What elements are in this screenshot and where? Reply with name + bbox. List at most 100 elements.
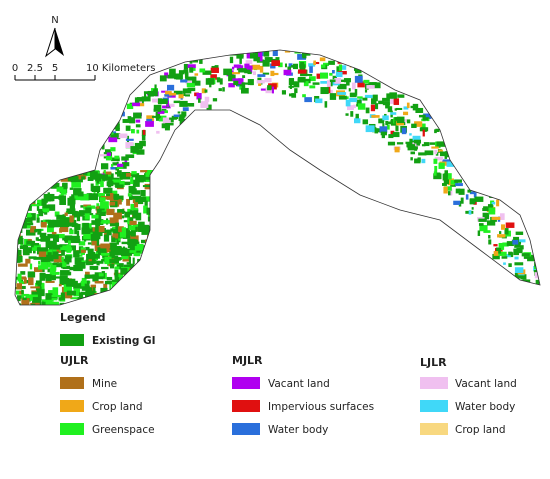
patch (110, 157, 120, 162)
patch (142, 287, 149, 296)
legend-label: Impervious surfaces (268, 401, 374, 413)
patch (414, 158, 421, 164)
patch (362, 97, 368, 101)
patch (82, 222, 89, 229)
patch (129, 220, 137, 225)
patch (115, 127, 120, 132)
patch (22, 250, 30, 256)
patch (389, 92, 397, 99)
patch (272, 50, 278, 57)
patch (34, 188, 39, 192)
patch (466, 172, 474, 176)
patch (110, 246, 116, 253)
patch (243, 82, 252, 85)
patch (129, 271, 136, 279)
patch (156, 245, 160, 251)
patch (96, 303, 101, 305)
patch (112, 162, 118, 166)
patch (37, 304, 46, 305)
patch (156, 275, 165, 279)
patch (25, 186, 28, 192)
patch (218, 88, 222, 92)
patch (104, 149, 112, 155)
patch (362, 63, 368, 68)
patch (131, 174, 137, 178)
patch (418, 114, 424, 118)
patch (456, 155, 460, 160)
patch (80, 291, 87, 295)
patch (130, 283, 139, 292)
patch (54, 172, 63, 175)
patch (40, 235, 51, 242)
patch (496, 199, 500, 207)
patch (216, 77, 221, 83)
patch (13, 305, 21, 311)
patch (236, 50, 242, 54)
patch (87, 176, 94, 181)
patch (210, 67, 219, 73)
patch (239, 58, 242, 64)
legend-label: Crop land (92, 401, 143, 413)
patch (512, 239, 519, 245)
patch (59, 277, 70, 286)
patch (126, 103, 134, 110)
patch (161, 123, 171, 129)
patch (130, 203, 136, 211)
patch (455, 188, 461, 194)
patch (73, 188, 82, 196)
patch (506, 241, 514, 247)
patch (37, 307, 42, 312)
patch (95, 224, 101, 232)
patch (87, 242, 93, 245)
patch (112, 237, 115, 242)
patch (329, 79, 336, 83)
patch (442, 159, 451, 164)
patch (406, 144, 416, 148)
patch (15, 195, 19, 201)
patch (123, 298, 127, 301)
patch (51, 231, 57, 235)
patch (250, 79, 254, 86)
patch (134, 239, 137, 246)
patch (31, 240, 36, 244)
patch (29, 181, 39, 187)
patch (245, 60, 253, 64)
patch (529, 306, 535, 309)
group-title: UJLR (60, 354, 89, 367)
patch (36, 179, 45, 186)
patch (124, 278, 127, 287)
patch (45, 293, 52, 300)
patch (100, 181, 104, 188)
patch (117, 163, 124, 169)
patch (288, 44, 295, 49)
patch (179, 100, 188, 107)
patch (132, 198, 136, 204)
patch (132, 102, 140, 107)
patch (444, 170, 449, 177)
patch (329, 72, 333, 76)
patch (115, 184, 124, 188)
patch (132, 257, 135, 265)
patch (104, 280, 114, 285)
patch (152, 225, 161, 229)
patch (53, 173, 63, 177)
patch (464, 166, 471, 172)
patch (39, 232, 47, 238)
patch (52, 234, 60, 242)
patch (91, 185, 101, 193)
patch (239, 51, 244, 58)
patch (356, 99, 362, 106)
patch (80, 280, 91, 284)
patch (259, 55, 263, 62)
patch (443, 177, 450, 185)
patch (39, 209, 42, 214)
patch (508, 277, 516, 283)
patch (96, 177, 100, 184)
patch (128, 295, 133, 303)
patch (154, 226, 161, 234)
patch (325, 53, 332, 58)
patch (433, 171, 437, 176)
patch (55, 233, 65, 239)
patch (146, 115, 154, 122)
patch (21, 185, 32, 193)
